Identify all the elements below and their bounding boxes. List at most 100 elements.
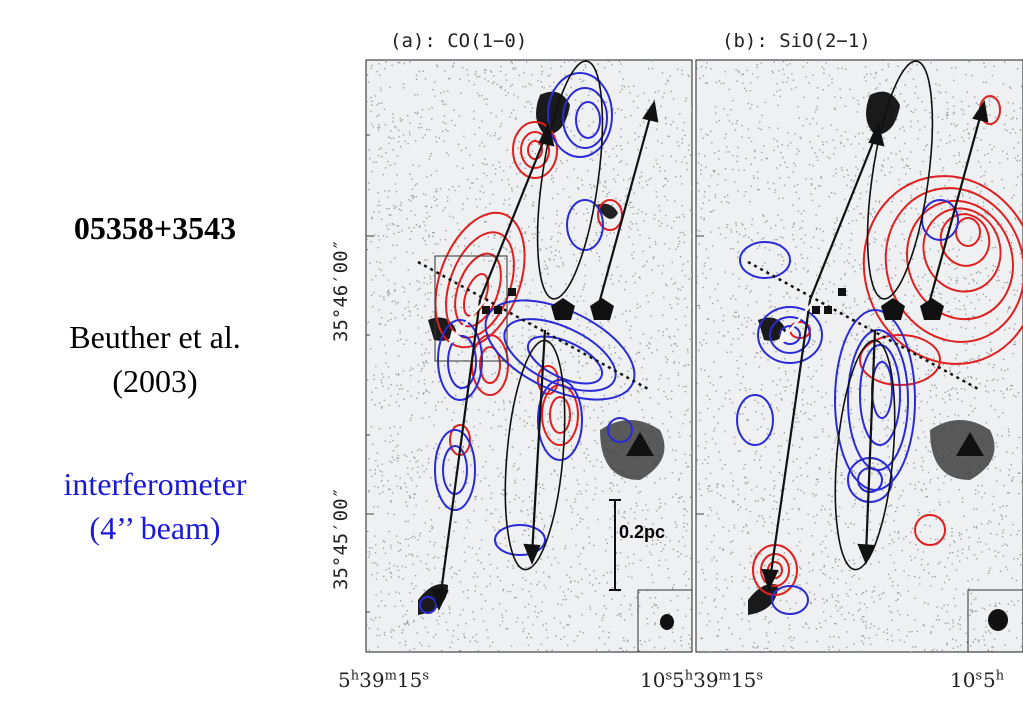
noise-speck xyxy=(885,78,888,81)
noise-speck xyxy=(422,136,424,139)
noise-speck xyxy=(531,512,534,515)
noise-speck xyxy=(744,87,746,90)
noise-speck xyxy=(757,402,759,404)
noise-speck xyxy=(770,305,773,307)
noise-speck xyxy=(567,431,570,433)
noise-speck xyxy=(773,238,776,241)
noise-speck xyxy=(797,421,800,423)
noise-speck xyxy=(894,137,897,139)
noise-speck xyxy=(730,343,733,346)
noise-speck xyxy=(802,389,805,391)
noise-speck xyxy=(554,488,556,490)
noise-speck xyxy=(1000,223,1002,225)
noise-speck xyxy=(853,470,855,472)
noise-speck xyxy=(821,358,823,360)
noise-speck xyxy=(892,328,894,330)
noise-speck xyxy=(744,228,746,230)
noise-speck xyxy=(576,341,578,343)
noise-speck xyxy=(559,403,562,406)
noise-speck xyxy=(994,605,996,607)
noise-speck xyxy=(749,628,751,630)
noise-speck xyxy=(997,329,1000,331)
noise-speck xyxy=(774,631,777,634)
noise-speck xyxy=(671,627,674,630)
noise-speck xyxy=(440,92,442,94)
noise-speck xyxy=(848,222,850,225)
noise-speck xyxy=(782,68,784,71)
noise-speck xyxy=(627,370,629,372)
noise-speck xyxy=(368,491,370,493)
noise-speck xyxy=(496,541,498,544)
noise-speck xyxy=(992,366,994,369)
noise-speck xyxy=(648,178,650,181)
noise-speck xyxy=(1013,110,1015,112)
noise-speck xyxy=(985,631,987,633)
noise-speck xyxy=(377,605,380,607)
noise-speck xyxy=(798,117,800,119)
noise-speck xyxy=(723,314,725,317)
noise-speck xyxy=(965,632,967,635)
noise-speck xyxy=(714,106,717,108)
noise-speck xyxy=(957,415,960,417)
noise-speck xyxy=(895,153,897,155)
noise-speck xyxy=(523,420,525,422)
noise-speck xyxy=(498,529,500,531)
noise-speck xyxy=(889,289,892,291)
noise-speck xyxy=(873,590,875,592)
noise-speck xyxy=(675,160,677,162)
noise-speck xyxy=(406,620,409,622)
noise-speck xyxy=(583,300,585,302)
noise-speck xyxy=(932,625,934,628)
noise-speck xyxy=(519,250,521,253)
noise-speck xyxy=(685,385,687,388)
noise-speck xyxy=(1009,271,1011,273)
noise-speck xyxy=(823,566,825,568)
noise-speck xyxy=(457,143,460,145)
noise-speck xyxy=(942,363,944,365)
noise-speck xyxy=(906,635,908,637)
noise-speck xyxy=(511,347,513,349)
noise-speck xyxy=(600,221,603,223)
noise-speck xyxy=(742,580,744,582)
noise-speck xyxy=(909,555,912,558)
noise-speck xyxy=(418,281,421,283)
noise-speck xyxy=(535,226,537,229)
noise-speck xyxy=(602,190,604,193)
noise-speck xyxy=(517,566,519,568)
noise-speck xyxy=(854,499,856,501)
noise-speck xyxy=(989,114,991,116)
noise-speck xyxy=(508,302,511,304)
noise-speck xyxy=(943,375,946,377)
noise-speck xyxy=(432,636,435,638)
noise-speck xyxy=(846,341,848,343)
noise-speck xyxy=(534,233,536,235)
noise-speck xyxy=(1020,173,1022,176)
noise-speck xyxy=(920,564,923,566)
noise-speck xyxy=(541,86,543,88)
noise-speck xyxy=(516,469,519,471)
noise-speck xyxy=(416,113,418,115)
noise-speck xyxy=(839,404,841,406)
noise-speck xyxy=(638,136,640,138)
noise-speck xyxy=(623,512,625,514)
noise-speck xyxy=(653,99,655,101)
noise-speck xyxy=(570,505,572,507)
noise-speck xyxy=(904,84,906,86)
noise-speck xyxy=(424,240,426,242)
noise-speck xyxy=(834,559,837,561)
noise-speck xyxy=(387,290,389,293)
noise-speck xyxy=(718,451,720,453)
noise-speck xyxy=(809,164,811,166)
noise-speck xyxy=(559,411,561,413)
noise-speck xyxy=(657,402,660,405)
noise-speck xyxy=(511,345,513,348)
noise-speck xyxy=(384,440,387,442)
noise-speck xyxy=(767,641,770,643)
noise-speck xyxy=(935,518,937,520)
noise-speck xyxy=(698,349,700,351)
noise-speck xyxy=(844,285,846,287)
noise-speck xyxy=(679,436,681,438)
noise-speck xyxy=(971,386,974,388)
noise-speck xyxy=(461,263,464,265)
noise-speck xyxy=(530,393,532,395)
